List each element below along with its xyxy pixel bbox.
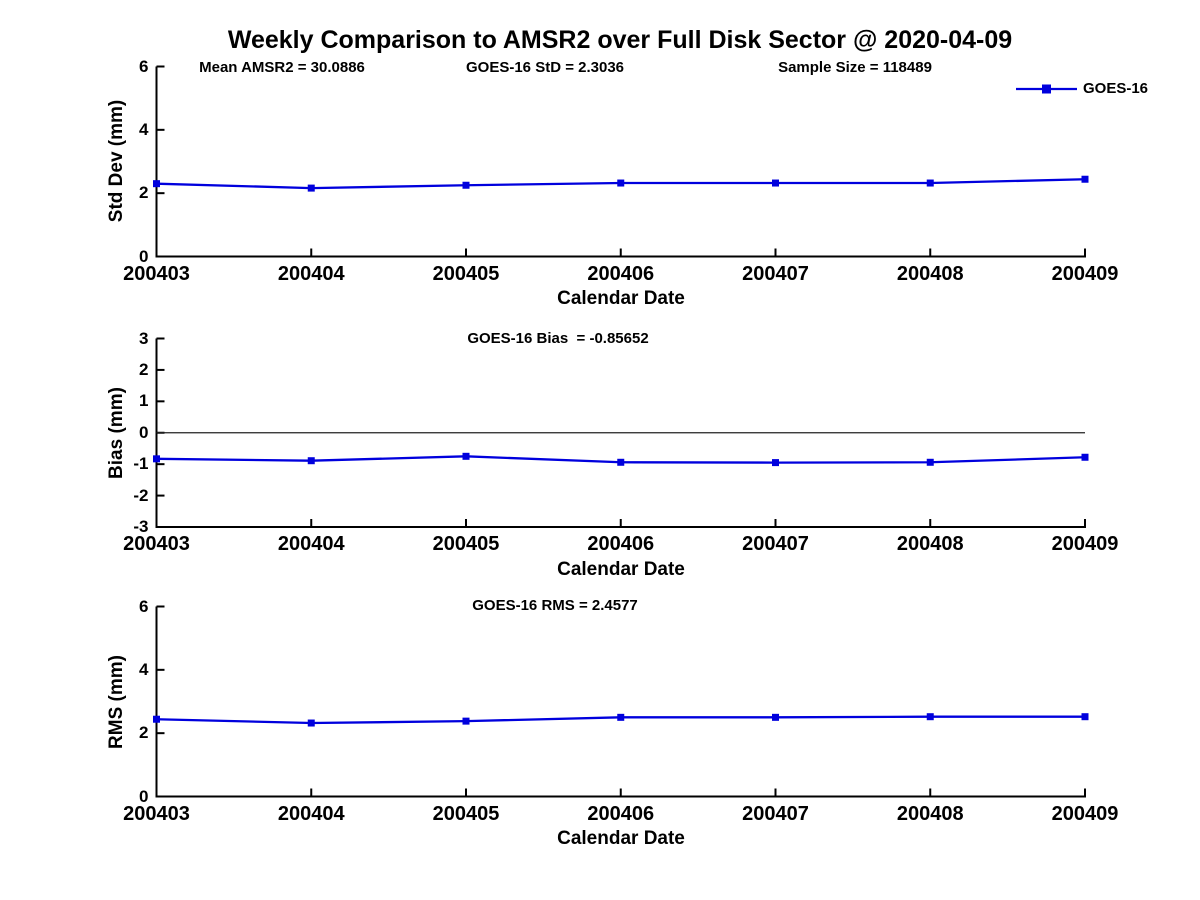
y-tick-label: 0 [139, 786, 149, 806]
data-point-marker [1081, 453, 1089, 461]
x-axis-title-panel2: Calendar Date [557, 559, 685, 580]
x-axis-title-panel1: Calendar Date [557, 288, 685, 309]
legend: GOES-16 [1010, 78, 1190, 100]
y-tick-label: 4 [139, 119, 149, 139]
y-tick-label: 0 [139, 246, 149, 266]
x-tick-label: 200407 [742, 802, 809, 825]
y-tick-label: 6 [139, 596, 149, 616]
x-axis-title-panel3: Calendar Date [557, 828, 685, 849]
data-point-marker [307, 184, 315, 192]
x-tick-label: 200406 [587, 262, 655, 285]
data-point-marker [307, 457, 315, 465]
x-tick-label: 200408 [896, 533, 964, 555]
data-point-marker [617, 713, 625, 721]
data-point-marker [153, 455, 160, 463]
data-point-marker [772, 713, 779, 721]
data-point-marker [926, 713, 934, 721]
annotation-goes16-bias: GOES-16 Bias = -0.85652 [467, 330, 649, 347]
x-tick-label: 200403 [123, 262, 190, 285]
data-point-marker [617, 179, 625, 187]
x-tick-label: 200405 [432, 533, 500, 555]
y-tick-label: 4 [139, 659, 149, 679]
y-tick-label: 2 [139, 723, 149, 743]
data-point-marker [462, 452, 470, 460]
data-point-marker [772, 459, 779, 467]
x-tick-label: 200404 [277, 802, 345, 825]
y-tick-label: -3 [133, 517, 149, 536]
legend-label: GOES-16 [1083, 80, 1149, 97]
x-tick-label: 200409 [1051, 802, 1119, 825]
x-tick-label: 200406 [587, 533, 655, 555]
data-point-marker [462, 717, 470, 725]
annotation-goes16-std: GOES-16 StD = 2.3036 [466, 59, 624, 76]
y-tick-label: 1 [139, 391, 149, 411]
x-tick-label: 200405 [432, 802, 500, 825]
x-tick-label: 200407 [742, 262, 809, 285]
data-point-marker [617, 458, 625, 466]
y-tick-label: 2 [139, 359, 149, 379]
annotation-mean-amsr2: Mean AMSR2 = 30.0886 [199, 59, 365, 76]
x-tick-label: 200409 [1051, 262, 1119, 285]
annotation-sample-size: Sample Size = 118489 [778, 59, 932, 76]
data-point-marker [153, 715, 160, 723]
y-tick-label: 2 [139, 183, 149, 203]
annotation-goes16-rms: GOES-16 RMS = 2.4577 [472, 597, 638, 614]
y-tick-label: 0 [139, 422, 149, 442]
x-tick-label: 200405 [432, 262, 500, 285]
x-tick-label: 200403 [123, 533, 190, 555]
x-tick-label: 200408 [896, 802, 964, 825]
legend-marker [1042, 84, 1051, 94]
data-point-marker [307, 719, 315, 727]
y-tick-label: -2 [133, 485, 149, 505]
x-tick-label: 200403 [123, 802, 190, 825]
data-point-marker [153, 180, 160, 188]
data-point-marker [1081, 713, 1089, 721]
y-tick-label: -1 [133, 454, 149, 474]
y-tick-label: 3 [139, 328, 149, 348]
chart-title: Weekly Comparison to AMSR2 over Full Dis… [227, 26, 1013, 54]
y-axis-title-rms: RMS (mm) [106, 655, 127, 749]
data-point-marker [772, 179, 779, 187]
x-tick-label: 200408 [896, 262, 964, 285]
data-point-marker [926, 179, 934, 187]
x-tick-label: 200404 [277, 533, 345, 555]
y-tick-label: 6 [139, 56, 149, 76]
x-tick-label: 200409 [1051, 533, 1119, 555]
x-tick-label: 200407 [742, 533, 809, 555]
x-tick-label: 200406 [587, 802, 655, 825]
data-point-marker [1081, 175, 1089, 183]
x-tick-label: 200404 [277, 262, 345, 285]
y-axis-title-std: Std Dev (mm) [106, 99, 127, 223]
data-point-marker [462, 181, 470, 189]
data-point-marker [926, 458, 934, 466]
